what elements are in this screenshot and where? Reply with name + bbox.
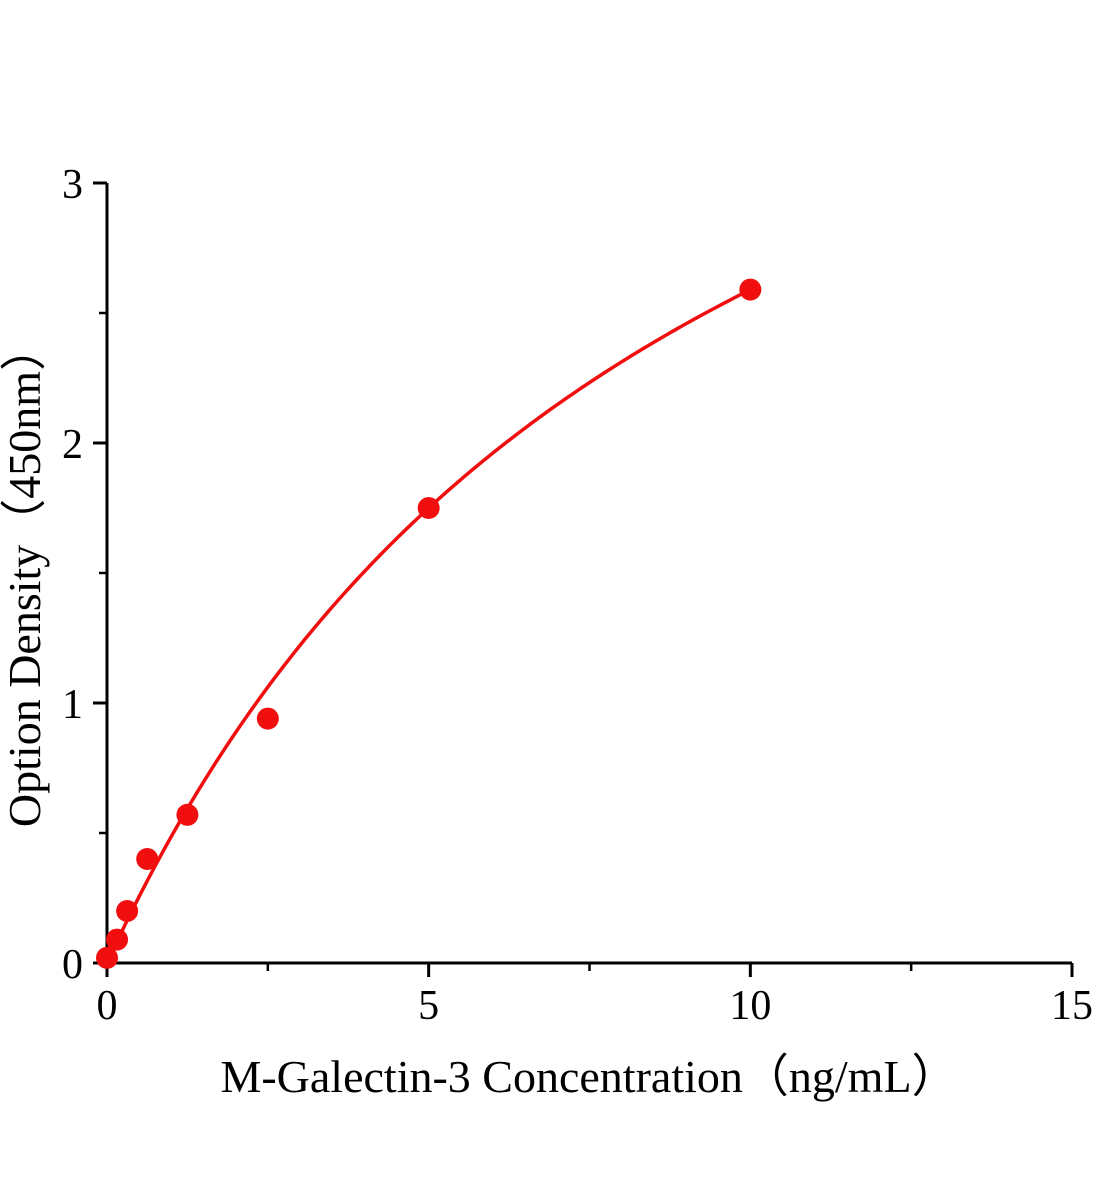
fit-curve xyxy=(105,287,753,965)
y-tick-label: 0 xyxy=(62,942,83,988)
x-axis-title: M-Galectin-3 Concentration（ng/mL） xyxy=(220,1051,957,1102)
data-point xyxy=(739,278,762,301)
data-point xyxy=(176,803,199,826)
y-tick-label: 3 xyxy=(62,162,83,208)
y-tick-label: 1 xyxy=(62,682,83,728)
x-tick-label: 5 xyxy=(418,983,439,1029)
data-point xyxy=(96,946,118,969)
plot-area: 0 5 10 15 0 1 2 3 xyxy=(62,162,1093,1029)
data-point xyxy=(256,707,279,730)
x-tick-label: 0 xyxy=(97,983,118,1029)
data-point xyxy=(136,848,159,870)
data-point xyxy=(116,900,139,922)
y-axis-title: Option Density（450nm） xyxy=(0,325,50,827)
x-tick-label: 10 xyxy=(729,983,771,1029)
data-point xyxy=(106,928,129,951)
data-point xyxy=(417,497,440,519)
x-tick-label: 15 xyxy=(1051,983,1093,1029)
y-tick-label: 2 xyxy=(62,422,83,468)
